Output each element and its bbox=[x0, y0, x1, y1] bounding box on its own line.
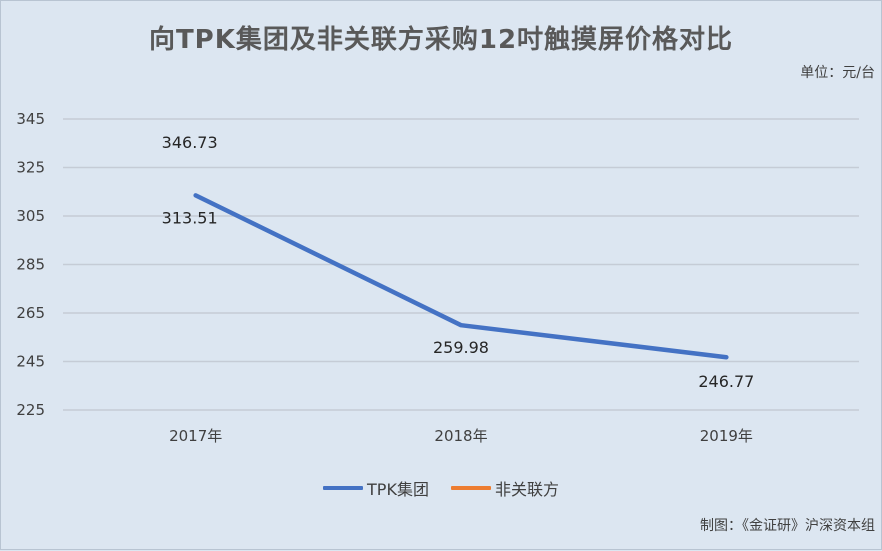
data-label-tpk: 313.51 bbox=[162, 208, 218, 227]
y-tick-label: 245 bbox=[16, 353, 45, 371]
legend-label-tpk: TPK集团 bbox=[367, 480, 429, 499]
y-tick-label: 345 bbox=[16, 110, 45, 128]
y-tick-label: 265 bbox=[16, 304, 45, 322]
legend-label-nonrelated: 非关联方 bbox=[494, 480, 559, 499]
y-tick-label: 325 bbox=[16, 159, 45, 177]
credit-text: 制图：《金证研》沪深资本组 bbox=[700, 518, 875, 534]
data-label-nonrelated: 346.73 bbox=[162, 133, 218, 152]
data-label-tpk: 259.98 bbox=[433, 338, 489, 357]
legend-item-tpk: TPK集团 bbox=[323, 476, 429, 500]
legend: TPK集团 非关联方 bbox=[1, 476, 881, 500]
legend-swatch-nonrelated bbox=[450, 486, 491, 490]
y-tick-label: 225 bbox=[16, 401, 45, 419]
x-tick-label: 2018年 bbox=[434, 427, 487, 445]
series-line-0 bbox=[193, 193, 729, 360]
y-tick-label: 305 bbox=[16, 207, 45, 225]
x-tick-label: 2019年 bbox=[700, 427, 753, 445]
chart-title: 向TPK集团及非关联方采购12吋触摸屏价格对比 bbox=[148, 25, 734, 55]
data-label-tpk: 246.77 bbox=[698, 372, 754, 391]
legend-swatch-tpk bbox=[323, 486, 364, 490]
legend-item-nonrelated: 非关联方 bbox=[450, 476, 559, 500]
unit-label: 单位：元/台 bbox=[800, 65, 875, 81]
x-tick-label: 2017年 bbox=[169, 427, 222, 445]
y-tick-label: 285 bbox=[16, 256, 45, 274]
